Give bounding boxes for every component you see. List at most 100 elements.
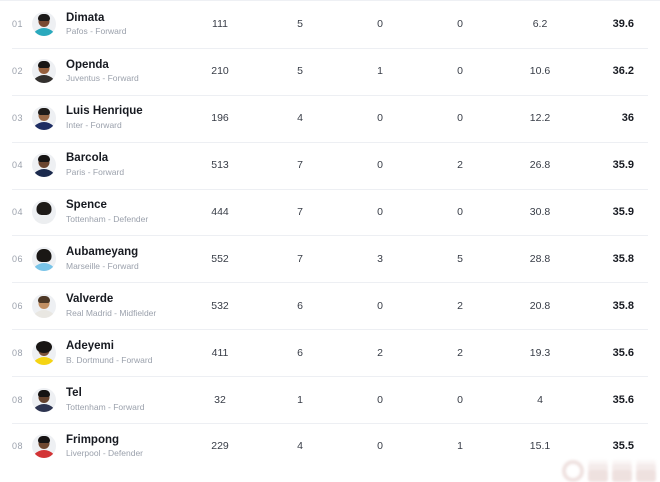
avatar-hair (36, 340, 52, 353)
player-avatar (32, 12, 56, 37)
player-avatar (32, 293, 56, 318)
stat-col-2: 4 (297, 112, 303, 125)
avatar-jersey (32, 169, 56, 178)
avatar-jersey (32, 356, 56, 365)
stat-col-1: 210 (211, 65, 229, 78)
avatar-head (38, 110, 50, 122)
stat-col-2: 4 (297, 440, 303, 453)
table-row[interactable]: 03 Luis Henrique Inter - Forward 196 4 0… (0, 94, 660, 142)
stat-col-3: 0 (377, 393, 383, 406)
stat-col-2: 7 (297, 252, 303, 265)
player-identity: Openda Juventus - Forward (66, 59, 180, 84)
stat-col-3: 0 (377, 112, 383, 125)
stat-col-2: 1 (297, 393, 303, 406)
player-team-position: B. Dortmund - Forward (66, 354, 153, 365)
avatar-jersey (32, 450, 56, 459)
avatar-hair (38, 14, 50, 22)
stat-col-4: 5 (457, 252, 463, 265)
player-rating: 39.6 (612, 18, 634, 31)
player-identity: Spence Tottenham - Defender (66, 199, 180, 224)
stat-col-1: 513 (211, 159, 229, 172)
table-row[interactable]: 04 Barcola Paris - Forward 513 7 0 2 26.… (0, 141, 660, 189)
stat-col-4: 0 (457, 393, 463, 406)
table-row[interactable]: 02 Openda Juventus - Forward 210 5 1 0 1… (0, 47, 660, 95)
player-rating: 35.6 (612, 346, 634, 359)
player-rating: 35.9 (612, 206, 634, 218)
stat-col-3: 0 (377, 159, 383, 172)
stat-col-5: 26.8 (529, 159, 551, 172)
stat-col-2: 7 (297, 206, 303, 218)
player-rating: 36.2 (612, 65, 634, 78)
player-avatar (32, 200, 56, 224)
stat-col-3: 3 (377, 252, 383, 265)
player-name: Frimpong (66, 433, 120, 446)
avatar-hair (38, 108, 50, 116)
table-row[interactable]: 08 Frimpong Liverpool - Defender 229 4 0… (0, 423, 660, 470)
stat-col-1: 552 (211, 252, 229, 265)
table-row[interactable]: 06 Valverde Real Madrid - Midfielder 532… (0, 282, 660, 330)
stat-col-1: 229 (211, 440, 229, 453)
avatar-hair (38, 389, 50, 397)
avatar-jersey (32, 262, 56, 271)
avatar-jersey (32, 75, 56, 84)
player-identity: Aubameyang Marseille - Forward (66, 246, 180, 271)
player-identity: Valverde Real Madrid - Midfielder (66, 293, 180, 318)
stat-col-4: 0 (457, 18, 463, 31)
avatar-head (38, 438, 50, 450)
avatar-hair (38, 61, 50, 69)
player-rating: 35.8 (612, 252, 634, 265)
player-avatar (32, 59, 56, 84)
stat-col-5: 20.8 (529, 299, 551, 312)
stat-col-1: 196 (211, 112, 229, 125)
rank-label: 06 (12, 300, 24, 311)
player-identity: Tel Tottenham - Forward (66, 387, 180, 412)
table-row[interactable]: 06 Aubameyang Marseille - Forward 552 7 … (0, 235, 660, 283)
stat-col-4: 0 (457, 112, 463, 125)
player-team-position: Inter - Forward (66, 120, 122, 131)
avatar-hair (36, 248, 52, 262)
stat-col-3: 0 (377, 206, 383, 218)
stat-col-4: 1 (457, 440, 463, 453)
stat-col-3: 2 (377, 346, 383, 359)
player-rating: 35.8 (612, 299, 634, 312)
player-name: Aubameyang (66, 246, 139, 259)
stat-col-2: 5 (297, 65, 303, 78)
player-identity: Adeyemi B. Dortmund - Forward (66, 340, 180, 365)
stat-col-4: 0 (457, 65, 463, 78)
avatar-head (38, 391, 50, 403)
stat-col-2: 6 (297, 299, 303, 312)
player-team-position: Pafos - Forward (66, 26, 127, 37)
player-team-position: Real Madrid - Midfielder (66, 307, 157, 318)
table-body: 01 Dimata Pafos - Forward 111 5 0 0 6.2 … (0, 1, 660, 470)
table-row[interactable]: 01 Dimata Pafos - Forward 111 5 0 0 6.2 … (0, 1, 660, 48)
stat-col-4: 2 (457, 299, 463, 312)
player-rating: 35.9 (612, 159, 634, 172)
table-row[interactable]: 08 Adeyemi B. Dortmund - Forward 411 6 2… (0, 329, 660, 377)
table-row[interactable]: 08 Tel Tottenham - Forward 32 1 0 0 4 35… (0, 376, 660, 424)
player-name: Barcola (66, 152, 109, 165)
stat-col-1: 444 (211, 206, 229, 218)
player-avatar (32, 434, 56, 459)
stat-col-2: 6 (297, 346, 303, 359)
player-team-position: Marseille - Forward (66, 260, 139, 271)
player-identity: Dimata Pafos - Forward (66, 12, 180, 37)
rank-label: 08 (12, 394, 24, 405)
player-identity: Frimpong Liverpool - Defender (66, 434, 180, 459)
stat-col-1: 532 (211, 299, 229, 312)
player-avatar (32, 340, 56, 365)
avatar-head (38, 16, 50, 28)
stat-col-5: 6.2 (532, 18, 548, 31)
avatar-hair (38, 155, 50, 163)
rank-label: 08 (12, 441, 24, 452)
avatar-head (38, 157, 50, 169)
player-rating: 35.5 (612, 440, 634, 453)
table-row[interactable]: 04 Spence Tottenham - Defender 444 7 0 0… (0, 188, 660, 236)
stat-col-1: 111 (212, 18, 228, 31)
player-avatar (32, 387, 56, 412)
player-avatar (32, 106, 56, 131)
rank-label: 04 (12, 207, 24, 217)
avatar-head (38, 297, 50, 309)
player-name: Dimata (66, 11, 105, 24)
stat-col-2: 7 (297, 159, 303, 172)
